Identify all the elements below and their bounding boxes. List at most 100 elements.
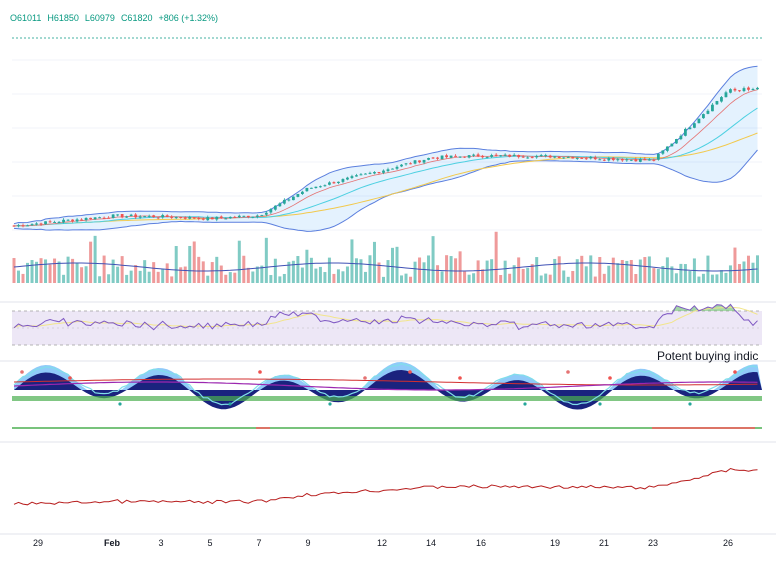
volume-bar: [580, 255, 584, 283]
volume-bar: [93, 235, 97, 283]
volume-bar: [35, 261, 39, 283]
candle-body: [30, 224, 34, 226]
volume-bar: [323, 272, 327, 283]
volume-bar: [440, 271, 444, 283]
volume-bar: [273, 258, 277, 283]
candle-body: [246, 215, 250, 218]
volume-bar: [593, 276, 597, 283]
candle-body: [476, 154, 480, 157]
candle-body: [355, 175, 358, 177]
candle-body: [445, 155, 448, 158]
oscillator-purple-line: [13, 381, 758, 391]
volume-bar: [575, 259, 579, 283]
volume-bar: [427, 255, 431, 283]
candle-body: [39, 223, 43, 225]
oscillator-green-band: [12, 396, 762, 401]
volume-bar: [134, 265, 138, 283]
volume-bar: [431, 236, 435, 283]
volume-bar: [368, 255, 372, 283]
x-tick-label: Feb: [104, 538, 121, 548]
candle-body: [738, 90, 741, 92]
volume-bar: [341, 271, 345, 283]
volume-bar: [318, 266, 322, 283]
bollinger-lower: [13, 149, 758, 232]
candle-body: [400, 164, 403, 167]
volume-bar: [553, 258, 557, 283]
volume-bar: [84, 266, 88, 283]
volume-bar: [625, 260, 629, 283]
volume-bar: [409, 276, 413, 283]
x-tick-label: 19: [550, 538, 560, 548]
volume-bar: [733, 247, 737, 283]
oscillator-dot: [68, 376, 72, 380]
volume-bar: [521, 268, 525, 283]
x-tick-label: 9: [305, 538, 310, 548]
candle-body: [593, 157, 597, 160]
candle-body: [499, 155, 503, 157]
volume-bar: [89, 241, 93, 283]
candle-body: [134, 214, 138, 218]
volume-bar: [517, 257, 521, 283]
volume-bar: [26, 262, 30, 283]
candle-body: [111, 214, 115, 218]
volume-bar: [116, 266, 120, 283]
candle-body: [165, 215, 169, 218]
volume-bar: [485, 260, 489, 283]
ma-slow: [13, 132, 758, 227]
candle-body: [278, 203, 282, 207]
volume-bar: [345, 266, 349, 283]
candle-body: [616, 159, 620, 161]
ohlc-low: L60979: [84, 13, 115, 23]
candle-body: [152, 215, 156, 218]
x-tick-label: 29: [33, 538, 43, 548]
candle-body: [107, 217, 111, 219]
candle-body: [620, 158, 624, 161]
volume-bar: [30, 260, 34, 283]
oscillator-dot: [408, 370, 412, 374]
volume-bar: [210, 262, 214, 283]
lower-price-line: [13, 467, 758, 506]
candle-body: [93, 217, 97, 220]
candle-body: [102, 217, 106, 219]
x-tick-label: 21: [599, 538, 609, 548]
volume-bar: [530, 264, 534, 283]
candle-body: [566, 156, 570, 158]
candle-body: [368, 172, 372, 174]
candle-body: [161, 215, 165, 218]
candle-body: [260, 215, 264, 217]
candle-body: [228, 216, 232, 219]
volume-bar: [589, 255, 593, 283]
candle-body: [751, 89, 755, 91]
volume-bar: [503, 260, 507, 283]
candle-body: [255, 215, 259, 217]
candle-body: [409, 163, 412, 165]
volume-bar: [616, 263, 620, 283]
x-tick-label: 3: [158, 538, 163, 548]
candle-body: [233, 216, 237, 218]
volume-bar: [57, 261, 61, 283]
rsi-signal: [13, 306, 758, 329]
volume-bar: [183, 266, 187, 283]
candle-body: [287, 199, 291, 201]
volume-bar: [125, 274, 129, 283]
volume-bar: [174, 246, 178, 283]
candle-body: [431, 157, 435, 159]
candles: [12, 86, 759, 228]
candle-body: [440, 155, 444, 160]
volume-bar: [620, 259, 624, 283]
volume-bar: [539, 275, 543, 283]
oscillator-dot: [733, 370, 737, 374]
candle-body: [436, 157, 439, 159]
candle-body: [512, 154, 516, 157]
candle-body: [530, 157, 534, 159]
candle-body: [125, 216, 129, 218]
candle-body: [494, 154, 498, 156]
volume-bar: [674, 273, 678, 283]
volume-bar: [260, 265, 264, 283]
candle-body: [197, 217, 201, 219]
volume-bar: [377, 262, 381, 283]
volume-bar: [332, 273, 336, 283]
volume-bar: [557, 256, 561, 283]
volume-ma: [13, 262, 758, 272]
